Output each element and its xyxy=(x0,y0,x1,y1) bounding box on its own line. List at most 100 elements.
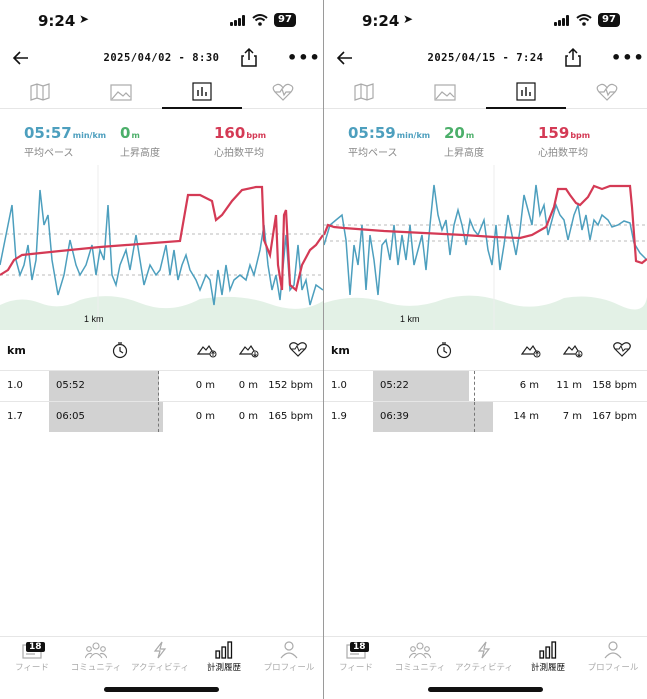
tab-photos[interactable] xyxy=(81,75,161,109)
tabbar-activity[interactable]: アクティビティ xyxy=(452,641,516,673)
tabbar-label: アクティビティ xyxy=(130,663,190,673)
pace-unit: min/km xyxy=(72,131,107,140)
screen-divider xyxy=(323,0,324,699)
distance-axis-label: 1 km xyxy=(84,314,104,324)
tabbar-profile[interactable]: プロフィール xyxy=(257,641,321,673)
back-arrow-icon[interactable] xyxy=(336,49,354,67)
more-options-icon[interactable]: ••• xyxy=(287,48,321,67)
split-ascent: 0 m xyxy=(195,380,215,391)
cellular-signal-icon xyxy=(230,15,246,26)
stat-pace: 05:57min/km 平均ペース xyxy=(24,124,106,159)
heart-unit: bpm xyxy=(246,131,267,140)
heart-label: 心拍数平均 xyxy=(538,148,588,159)
map-icon xyxy=(354,83,374,101)
split-heart-rate: 167 bpm xyxy=(592,411,637,422)
table-row: 1.7 06:05 0 m 0 m 165 bpm xyxy=(0,402,323,432)
activity-chart[interactable]: 1 km xyxy=(324,165,647,330)
split-table-header: km xyxy=(324,340,647,362)
tabbar-community[interactable]: コミュニティ xyxy=(64,641,128,673)
heart-rate-icon xyxy=(289,342,307,357)
terrain-area xyxy=(324,295,647,330)
descent-icon xyxy=(239,344,259,358)
elevation-label: 上昇高度 xyxy=(120,148,160,159)
pace-line xyxy=(0,189,323,306)
activity-date: 2025/04/02 - 8:30 xyxy=(103,52,220,64)
chart-icon xyxy=(192,81,212,101)
location-arrow-icon: ➤ xyxy=(79,12,90,26)
tabbar-community[interactable]: コミュニティ xyxy=(388,641,452,673)
summary-stats: 05:57min/km 平均ペース 0m 上昇高度 160bpm 心拍数平均 xyxy=(0,124,323,166)
ascent-icon xyxy=(521,344,541,358)
map-icon xyxy=(30,83,50,101)
tab-photos[interactable] xyxy=(405,75,485,109)
tabbar-feed[interactable]: 18 フィード xyxy=(0,641,64,673)
battery-indicator: 97 xyxy=(274,13,296,27)
elevation-value: 0m xyxy=(120,124,160,142)
tabbar-label: コミュニティ xyxy=(394,663,446,673)
terrain-area xyxy=(0,296,323,330)
split-km: 1.9 xyxy=(331,411,347,422)
heart-value: 159bpm xyxy=(538,124,590,142)
feed-badge: 18 xyxy=(26,642,45,652)
tabbar-history[interactable]: 計測履歴 xyxy=(516,641,580,673)
table-row: 1.0 05:52 0 m 0 m 152 bpm xyxy=(0,371,323,401)
tabbar-label: フィード xyxy=(15,663,49,673)
split-descent: 11 m xyxy=(556,380,582,391)
share-icon[interactable] xyxy=(564,47,582,67)
table-row: 1.0 05:22 6 m 11 m 158 bpm xyxy=(324,371,647,401)
home-indicator[interactable] xyxy=(104,687,219,692)
tab-heart-rate[interactable] xyxy=(567,75,647,109)
wifi-icon xyxy=(252,14,268,26)
tab-heart-rate[interactable] xyxy=(243,75,323,109)
home-indicator[interactable] xyxy=(428,687,543,692)
tabbar-label: 計測履歴 xyxy=(530,663,565,673)
tabbar-label: フィード xyxy=(339,663,373,673)
split-pace: 06:39 xyxy=(380,411,409,422)
tabbar-label: コミュニティ xyxy=(70,663,122,673)
heart-line xyxy=(0,185,323,292)
split-descent: 0 m xyxy=(238,380,258,391)
tabbar-history[interactable]: 計測履歴 xyxy=(192,641,256,673)
tabbar-profile[interactable]: プロフィール xyxy=(581,641,645,673)
split-km: 1.0 xyxy=(7,380,23,391)
pace-bar: 06:05 xyxy=(49,402,163,432)
km-column-header: km xyxy=(331,344,350,357)
back-arrow-icon[interactable] xyxy=(12,49,30,67)
activity-chart[interactable]: 1 km xyxy=(0,165,323,330)
heart-icon xyxy=(272,83,294,101)
cellular-signal-icon xyxy=(554,15,570,26)
split-heart-rate: 152 bpm xyxy=(268,380,313,391)
profile-icon xyxy=(604,641,622,659)
profile-icon xyxy=(280,641,298,659)
pace-timer-icon xyxy=(436,342,452,359)
history-icon xyxy=(215,641,233,659)
wifi-icon xyxy=(576,14,592,26)
tabbar-label: 計測履歴 xyxy=(206,663,241,673)
pace-value: 05:57min/km xyxy=(24,124,106,142)
tab-chart[interactable] xyxy=(486,75,566,109)
avg-pace-marker xyxy=(158,371,159,401)
pace-number: 05:59 xyxy=(348,124,396,142)
ascent-icon xyxy=(197,344,217,358)
header: 2025/04/02 - 8:30 ••• xyxy=(0,44,323,74)
history-icon xyxy=(539,641,557,659)
tabbar-feed[interactable]: 18 フィード xyxy=(324,641,388,673)
pace-heart-chart: 1 km xyxy=(0,165,323,330)
share-icon[interactable] xyxy=(240,47,258,67)
chart-icon xyxy=(516,81,536,101)
table-row: 1.9 06:39 14 m 7 m 167 bpm xyxy=(324,402,647,432)
stat-heart-rate: 159bpm 心拍数平均 xyxy=(538,124,590,159)
community-icon xyxy=(85,642,107,659)
tab-map[interactable] xyxy=(0,75,80,109)
split-ascent: 0 m xyxy=(195,411,215,422)
tabbar-activity[interactable]: アクティビティ xyxy=(128,641,192,673)
tab-chart[interactable] xyxy=(162,75,242,109)
bottom-tab-bar: 18 フィード コミュニティ アクティビティ 計測履歴 プロフィール xyxy=(0,636,323,699)
elevation-label: 上昇高度 xyxy=(444,148,484,159)
split-pace: 05:22 xyxy=(380,380,409,391)
bottom-tab-bar: 18 フィード コミュニティ アクティビティ 計測履歴 プロフィール xyxy=(324,636,647,699)
more-options-icon[interactable]: ••• xyxy=(611,48,645,67)
tab-map[interactable] xyxy=(324,75,404,109)
split-km: 1.0 xyxy=(331,380,347,391)
elevation-number: 0 xyxy=(120,124,131,142)
